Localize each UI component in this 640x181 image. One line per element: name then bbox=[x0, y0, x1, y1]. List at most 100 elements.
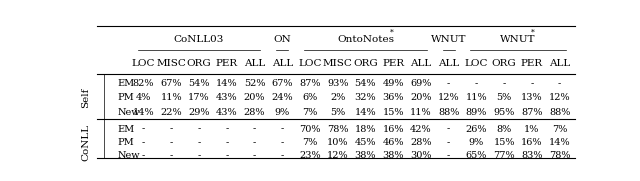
Text: 49%: 49% bbox=[383, 79, 404, 88]
Text: 23%: 23% bbox=[299, 151, 321, 160]
Text: -: - bbox=[502, 79, 506, 88]
Text: -: - bbox=[197, 151, 200, 160]
Text: -: - bbox=[558, 79, 561, 88]
Text: -: - bbox=[447, 151, 451, 160]
Text: MISC: MISC bbox=[156, 59, 186, 68]
Text: LOC: LOC bbox=[465, 59, 488, 68]
Text: 42%: 42% bbox=[410, 125, 432, 134]
Text: 11%: 11% bbox=[410, 108, 432, 117]
Text: ALL: ALL bbox=[549, 59, 570, 68]
Text: EM: EM bbox=[117, 125, 134, 134]
Text: -: - bbox=[225, 151, 228, 160]
Text: -: - bbox=[170, 151, 173, 160]
Text: 77%: 77% bbox=[493, 151, 515, 160]
Text: -: - bbox=[447, 79, 451, 88]
Text: 95%: 95% bbox=[493, 108, 515, 117]
Text: LOC: LOC bbox=[298, 59, 322, 68]
Text: 32%: 32% bbox=[355, 93, 376, 102]
Text: 43%: 43% bbox=[216, 108, 237, 117]
Text: ALL: ALL bbox=[271, 59, 293, 68]
Text: -: - bbox=[280, 151, 284, 160]
Text: ALL: ALL bbox=[244, 59, 265, 68]
Text: ORG: ORG bbox=[492, 59, 516, 68]
Text: 54%: 54% bbox=[188, 79, 210, 88]
Text: 17%: 17% bbox=[188, 93, 210, 102]
Text: 70%: 70% bbox=[299, 125, 321, 134]
Text: 5%: 5% bbox=[330, 108, 346, 117]
Text: 11%: 11% bbox=[161, 93, 182, 102]
Text: 14%: 14% bbox=[355, 108, 376, 117]
Text: OntoNotes: OntoNotes bbox=[337, 35, 394, 44]
Text: 5%: 5% bbox=[497, 93, 512, 102]
Text: ALL: ALL bbox=[410, 59, 431, 68]
Text: 14%: 14% bbox=[132, 108, 154, 117]
Text: 20%: 20% bbox=[410, 93, 431, 102]
Text: 18%: 18% bbox=[355, 125, 376, 134]
Text: 2%: 2% bbox=[330, 93, 346, 102]
Text: CoNLL: CoNLL bbox=[81, 124, 90, 161]
Text: -: - bbox=[280, 138, 284, 147]
Text: 14%: 14% bbox=[549, 138, 570, 147]
Text: PER: PER bbox=[382, 59, 404, 68]
Text: WNUT: WNUT bbox=[431, 35, 467, 44]
Text: -: - bbox=[170, 138, 173, 147]
Text: 87%: 87% bbox=[521, 108, 543, 117]
Text: -: - bbox=[142, 138, 145, 147]
Text: 93%: 93% bbox=[327, 79, 348, 88]
Text: 15%: 15% bbox=[383, 108, 404, 117]
Text: 15%: 15% bbox=[493, 138, 515, 147]
Text: -: - bbox=[225, 125, 228, 134]
Text: -: - bbox=[447, 138, 451, 147]
Text: ORG: ORG bbox=[353, 59, 378, 68]
Text: 78%: 78% bbox=[549, 151, 570, 160]
Text: -: - bbox=[253, 151, 256, 160]
Text: 38%: 38% bbox=[383, 151, 404, 160]
Text: PM: PM bbox=[117, 93, 134, 102]
Text: 16%: 16% bbox=[521, 138, 543, 147]
Text: -: - bbox=[170, 125, 173, 134]
Text: EM: EM bbox=[117, 79, 134, 88]
Text: *: * bbox=[531, 29, 534, 37]
Text: 12%: 12% bbox=[327, 151, 349, 160]
Text: PM: PM bbox=[117, 138, 134, 147]
Text: 20%: 20% bbox=[244, 93, 265, 102]
Text: 12%: 12% bbox=[438, 93, 460, 102]
Text: 1%: 1% bbox=[524, 125, 540, 134]
Text: 22%: 22% bbox=[161, 108, 182, 117]
Text: 12%: 12% bbox=[549, 93, 570, 102]
Text: 30%: 30% bbox=[410, 151, 431, 160]
Text: WNUT: WNUT bbox=[500, 35, 536, 44]
Text: 43%: 43% bbox=[216, 93, 237, 102]
Text: -: - bbox=[280, 125, 284, 134]
Text: PER: PER bbox=[216, 59, 238, 68]
Text: 78%: 78% bbox=[327, 125, 348, 134]
Text: -: - bbox=[197, 125, 200, 134]
Text: 89%: 89% bbox=[466, 108, 487, 117]
Text: ORG: ORG bbox=[187, 59, 211, 68]
Text: -: - bbox=[531, 79, 534, 88]
Text: 9%: 9% bbox=[275, 108, 290, 117]
Text: 4%: 4% bbox=[136, 93, 151, 102]
Text: -: - bbox=[142, 151, 145, 160]
Text: 11%: 11% bbox=[466, 93, 487, 102]
Text: 36%: 36% bbox=[383, 93, 404, 102]
Text: -: - bbox=[447, 125, 451, 134]
Text: 14%: 14% bbox=[216, 79, 237, 88]
Text: 9%: 9% bbox=[468, 138, 484, 147]
Text: 26%: 26% bbox=[466, 125, 487, 134]
Text: 7%: 7% bbox=[552, 125, 567, 134]
Text: PER: PER bbox=[521, 59, 543, 68]
Text: *: * bbox=[390, 29, 393, 37]
Text: 28%: 28% bbox=[410, 138, 431, 147]
Text: ALL: ALL bbox=[438, 59, 460, 68]
Text: -: - bbox=[142, 125, 145, 134]
Text: 7%: 7% bbox=[302, 138, 317, 147]
Text: 69%: 69% bbox=[410, 79, 431, 88]
Text: LOC: LOC bbox=[132, 59, 156, 68]
Text: 65%: 65% bbox=[466, 151, 487, 160]
Text: 7%: 7% bbox=[302, 108, 317, 117]
Text: New: New bbox=[117, 108, 140, 117]
Text: 10%: 10% bbox=[327, 138, 348, 147]
Text: 8%: 8% bbox=[497, 125, 512, 134]
Text: 16%: 16% bbox=[383, 125, 404, 134]
